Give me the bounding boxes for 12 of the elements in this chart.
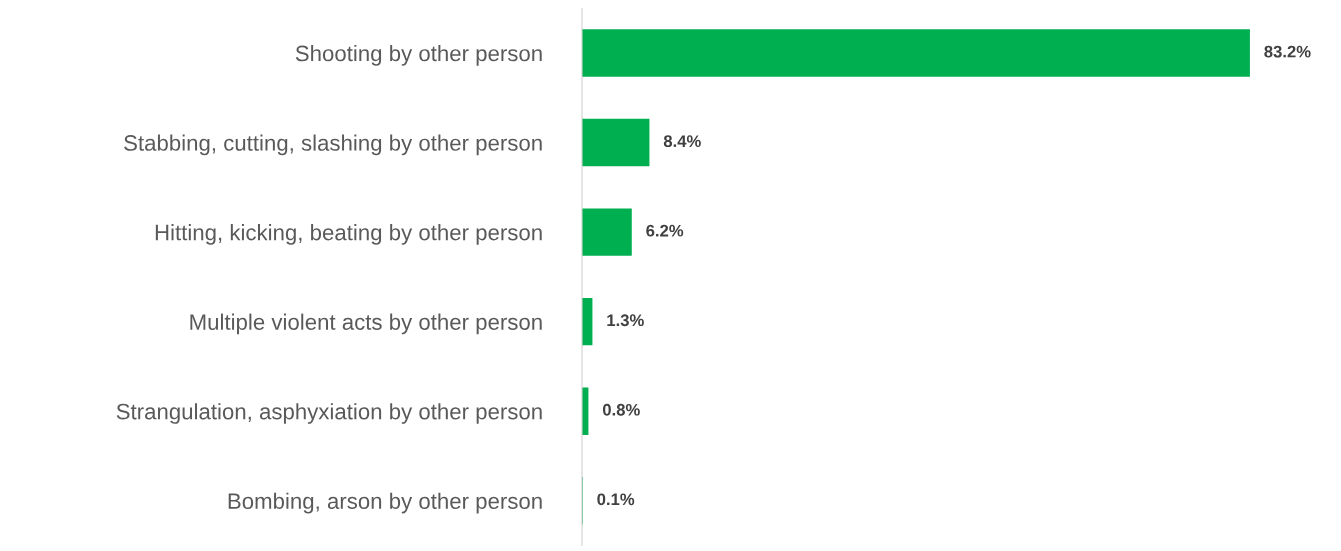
data-label: 83.2% xyxy=(1264,45,1311,58)
y-tick-label: Hitting, kicking, beating by other person xyxy=(155,224,542,245)
data-label: 8.4% xyxy=(663,135,701,148)
data-label: 1.3% xyxy=(607,314,644,327)
y-tick-label: Multiple violent acts by other person xyxy=(190,313,542,335)
y-tick-label: Strangulation, asphyxiation by other person xyxy=(116,403,542,424)
y-tick-label: Shooting by other person xyxy=(295,44,542,66)
y-tick-label: Bombing, arson by other person xyxy=(228,492,542,514)
data-label: 0.8% xyxy=(602,403,640,416)
data-label: 0.1% xyxy=(597,493,635,506)
y-tick-label: Stabbing, cutting, slashing by other person xyxy=(124,134,542,156)
data-label: 6.2% xyxy=(646,224,684,237)
